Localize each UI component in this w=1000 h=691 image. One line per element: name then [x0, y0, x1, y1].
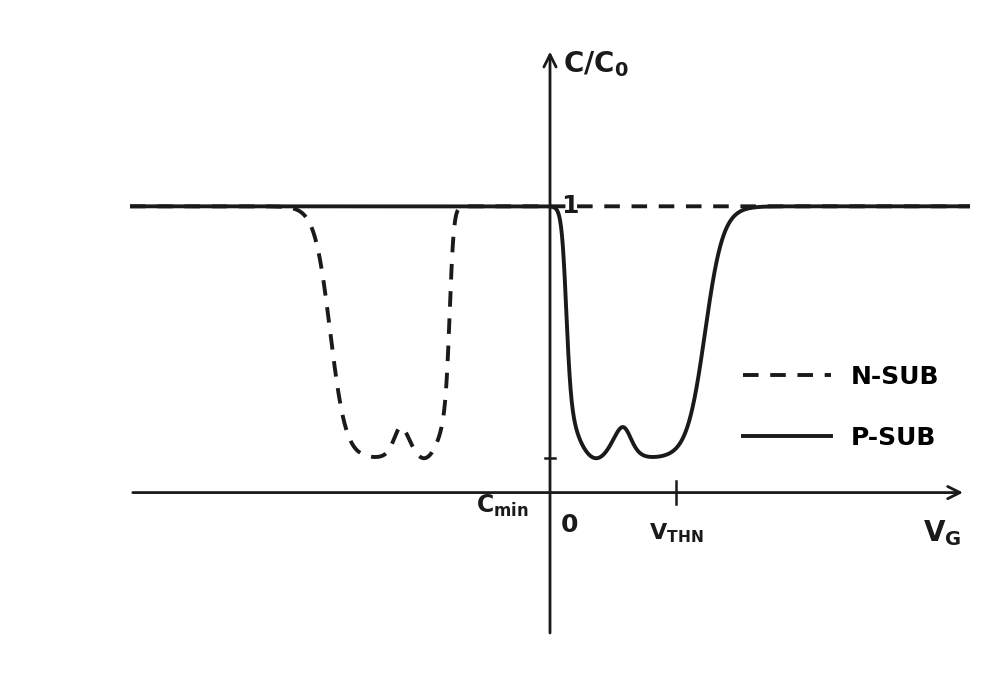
Legend: N-SUB, P-SUB: N-SUB, P-SUB — [733, 354, 949, 460]
Text: V$_\mathbf{THN}$: V$_\mathbf{THN}$ — [649, 521, 703, 545]
Text: C/C$_\mathbf{0}$: C/C$_\mathbf{0}$ — [563, 49, 628, 79]
Text: 1: 1 — [561, 194, 578, 218]
Text: V$_\mathbf{G}$: V$_\mathbf{G}$ — [923, 518, 962, 548]
Text: 0: 0 — [561, 513, 578, 537]
Text: C$_\mathbf{min}$: C$_\mathbf{min}$ — [476, 493, 529, 519]
